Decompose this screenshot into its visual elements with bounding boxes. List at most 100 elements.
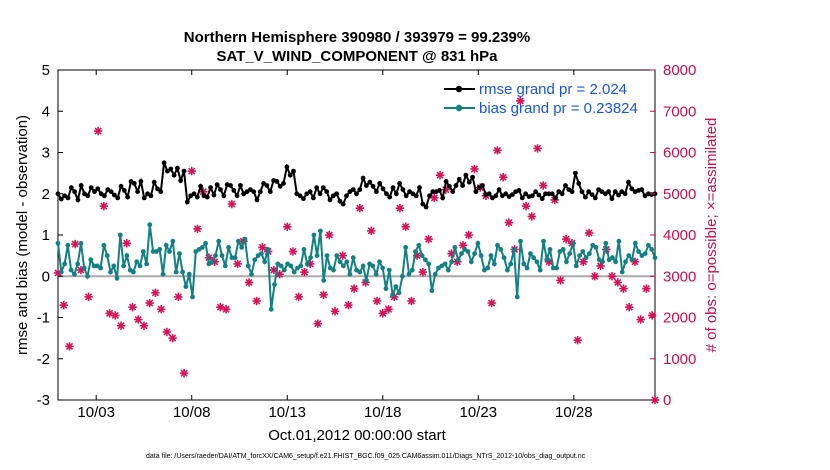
rmse-point (211, 192, 217, 198)
rmse-point (549, 191, 555, 197)
obs-marker-stroke (367, 227, 375, 235)
bias-point (534, 259, 540, 265)
rmse-point (92, 189, 97, 195)
obs-marker-stroke (71, 240, 79, 248)
rmse-point (88, 185, 94, 191)
rmse-point (141, 195, 147, 201)
bias-point (242, 236, 248, 242)
bias-point (570, 240, 576, 246)
rmse-point (516, 188, 522, 193)
rmse-point (204, 194, 210, 200)
bias-point (219, 253, 225, 258)
rmse-point (231, 188, 237, 193)
obs-marker-stroke (608, 272, 616, 280)
obs-assimilated-point (372, 296, 382, 306)
obs-marker-stroke (151, 289, 160, 297)
bias-point (390, 292, 395, 298)
obs-assimilated-point (584, 228, 594, 238)
bias-point (413, 249, 418, 254)
footer-datafile: data file: /Users/raeder/DAI/ATM_forcXX/… (146, 453, 586, 460)
bias-point (144, 261, 150, 267)
bias-point (160, 271, 166, 277)
bias-point (472, 251, 477, 256)
y-left-tick-label: 5 (42, 62, 50, 79)
bias-point (363, 278, 369, 283)
obs-assimilated-point (367, 226, 376, 236)
x-tick-label: 10/08 (173, 404, 211, 421)
bias-point (393, 284, 399, 289)
obs-marker-stroke (65, 342, 74, 350)
rmse-point (592, 195, 598, 201)
rmse-point (297, 193, 303, 199)
bias-point (386, 267, 392, 273)
obs-marker-stroke (459, 241, 467, 249)
bias-point (177, 251, 182, 256)
rmse-point (354, 191, 359, 197)
rmse-point (277, 183, 283, 189)
rmse-point (573, 170, 578, 176)
obs-assimilated-point (647, 311, 657, 320)
bias-point (58, 269, 64, 275)
legend-bias-label: bias grand pr = 0.23824 (479, 100, 638, 117)
rmse-point (470, 174, 475, 180)
plot-area (57, 69, 656, 401)
bias-point (321, 278, 327, 283)
bias-point (117, 232, 123, 238)
obs-assimilated-point (556, 276, 565, 285)
rmse-point (214, 182, 220, 188)
obs-assimilated-point (151, 288, 160, 297)
bias-point (531, 255, 536, 261)
x-tick-label: 10/03 (77, 404, 115, 421)
rmse-point (569, 189, 575, 195)
rmse-point (168, 166, 174, 172)
obs-assimilated-point (539, 181, 548, 190)
obs-assimilated-point (162, 327, 172, 337)
obs-assimilated-point (470, 164, 479, 174)
bias-point (626, 253, 632, 258)
bias-point (170, 238, 176, 244)
bias-point (488, 253, 494, 258)
obs-marker-stroke (270, 266, 278, 274)
bias-point (514, 294, 520, 300)
obs-assimilated-point (156, 305, 166, 314)
rmse-point (135, 189, 141, 195)
rmse-point (447, 183, 452, 189)
bias-point (124, 253, 130, 258)
bias-point (199, 245, 205, 250)
bias-point (147, 222, 153, 228)
rmse-point (340, 201, 346, 207)
obs-assimilated-point (430, 193, 439, 203)
obs-assimilated-point (418, 267, 428, 277)
obs-assimilated-point (288, 247, 298, 256)
rmse-point (274, 179, 280, 184)
bias-point (341, 263, 346, 269)
rmse-point (417, 185, 422, 191)
obs-assimilated-point (139, 321, 149, 330)
bias-point (183, 284, 189, 289)
rmse-point (254, 197, 260, 203)
obs-assimilated-point (384, 305, 393, 314)
obs-marker-stroke (356, 204, 364, 212)
obs-assimilated-point (233, 259, 242, 269)
obs-marker-stroke (216, 303, 224, 311)
rmse-point (423, 204, 429, 210)
rmse-point (539, 196, 545, 202)
obs-assimilated-point (193, 224, 202, 234)
bias-point (131, 269, 136, 275)
bias-point (406, 271, 412, 277)
rmse-point (314, 185, 320, 191)
rmse-point (155, 186, 160, 192)
bias-point (560, 247, 566, 252)
obs-assimilated-point (244, 278, 254, 287)
rmse-point (131, 181, 137, 186)
rmse-point (503, 191, 509, 197)
rmse-point (181, 168, 187, 174)
rmse-point (493, 193, 499, 199)
bias-point (209, 259, 215, 265)
rmse-point (357, 187, 363, 193)
obs-marker-stroke (258, 243, 267, 251)
obs-assimilated-point (527, 212, 536, 221)
axis-ticks: -3 -2 -1 0 1 2 3 4 5 0 1000 2000 3000 4000 5000 6000 700… (37, 62, 697, 421)
legend-rmse-marker (455, 85, 463, 93)
rmse-point (85, 193, 91, 199)
